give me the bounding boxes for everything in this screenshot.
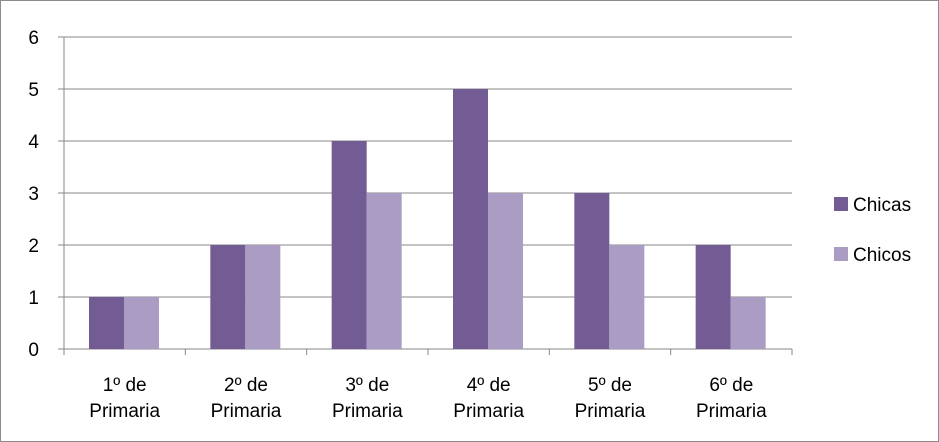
bar-chicas-3 (331, 141, 367, 349)
bar-chicos-5 (609, 245, 645, 349)
x-tick-labels: 1º de Primaria 2º de Primaria 3º de Primaria 4… (89, 375, 767, 422)
bar-chicos-2 (245, 245, 281, 349)
legend-swatch-chicos (834, 247, 848, 261)
x-tick-label: 1º de (103, 375, 147, 396)
bar-chicas-5 (574, 193, 610, 349)
bars (89, 89, 766, 349)
y-tick-label: 3 (28, 184, 39, 205)
x-tick-label: Primaria (575, 401, 646, 422)
bar-chicas-6 (695, 245, 731, 349)
bar-chicas-1 (89, 297, 124, 349)
bar-chicas-2 (210, 245, 246, 349)
gridlines (64, 36, 792, 298)
y-tick-label: 6 (28, 28, 39, 49)
legend-label-chicas: Chicas (853, 195, 911, 216)
axes (58, 36, 793, 355)
bar-chicos-1 (124, 297, 159, 349)
x-tick-label: 2º de (224, 375, 268, 396)
legend: Chicas Chicos (834, 195, 911, 266)
x-tick-label: Primaria (89, 401, 160, 422)
x-tick-label: Primaria (332, 401, 403, 422)
y-tick-label: 4 (28, 132, 39, 153)
x-tick-label: 4º de (467, 375, 511, 396)
x-tick-label: Primaria (211, 401, 282, 422)
legend-swatch-chicas (834, 197, 848, 211)
y-tick-label: 2 (28, 236, 39, 257)
bar-chicos-3 (366, 193, 402, 349)
legend-label-chicos: Chicos (853, 245, 911, 266)
y-tick-label: 0 (28, 340, 39, 361)
bar-chicas-4 (453, 89, 488, 349)
x-tick-label: 5º de (588, 375, 632, 396)
bar-chicos-4 (488, 193, 523, 349)
y-tick-label: 5 (28, 80, 39, 101)
x-tick-label: 3º de (345, 375, 389, 396)
x-tick-label: Primaria (696, 401, 767, 422)
bar-chicos-6 (730, 297, 766, 349)
y-tick-label: 1 (28, 288, 39, 309)
y-tick-labels: 0 1 2 3 4 5 6 (28, 28, 39, 361)
x-tick-label: 6º de (709, 375, 753, 396)
x-tick-label: Primaria (453, 401, 524, 422)
